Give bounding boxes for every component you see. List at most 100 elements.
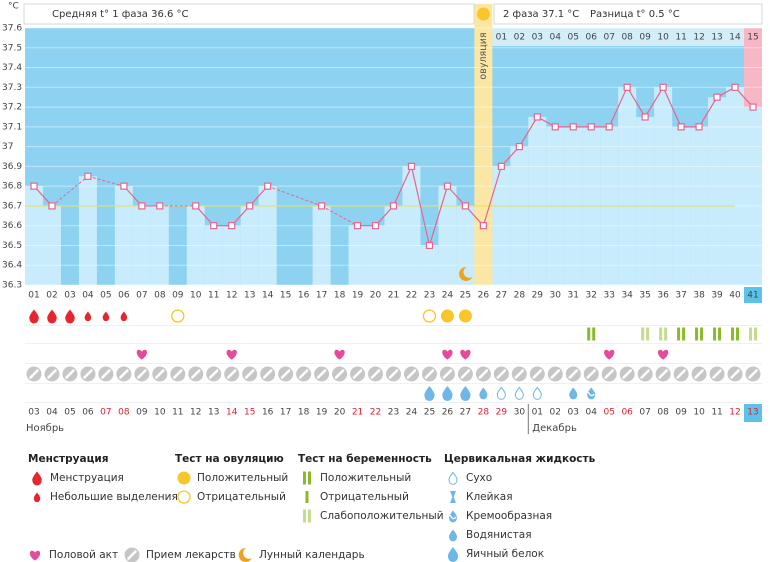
temp-column bbox=[456, 205, 475, 285]
temp-column bbox=[150, 205, 169, 285]
phase2-day: 15 bbox=[747, 33, 758, 43]
temp-marker bbox=[587, 123, 595, 131]
legend-icon bbox=[124, 547, 140, 562]
phase2-day: 09 bbox=[639, 33, 651, 43]
temp-column bbox=[240, 205, 259, 285]
date: 06 bbox=[82, 408, 94, 418]
drop bbox=[448, 471, 458, 485]
legend-icon bbox=[29, 550, 41, 561]
temp-marker bbox=[156, 202, 164, 210]
temp-marker bbox=[749, 103, 757, 111]
medication bbox=[601, 366, 617, 382]
cycle-day: 23 bbox=[424, 291, 435, 301]
creamy-mark bbox=[449, 514, 457, 520]
legend-icon bbox=[448, 510, 458, 523]
pill-line bbox=[47, 369, 57, 379]
medication bbox=[116, 366, 132, 382]
pill-line bbox=[442, 369, 453, 379]
heart bbox=[334, 349, 345, 360]
cycle-day: 01 bbox=[28, 291, 39, 301]
temp-marker bbox=[425, 241, 434, 250]
temp-marker bbox=[623, 83, 631, 91]
y-tick-label: 36.4 bbox=[2, 261, 22, 271]
drop bbox=[442, 386, 453, 402]
medication bbox=[745, 366, 761, 382]
medication bbox=[98, 366, 114, 382]
cycle-day: 18 bbox=[334, 291, 346, 301]
temp-column bbox=[42, 205, 61, 285]
temp-marker bbox=[318, 202, 326, 210]
medication bbox=[727, 366, 743, 382]
medication bbox=[386, 366, 401, 382]
date: 12 bbox=[729, 408, 740, 418]
pill-line bbox=[316, 369, 327, 379]
drop bbox=[84, 311, 92, 322]
temp-marker bbox=[515, 143, 523, 151]
legend-title: Тест на беременность bbox=[298, 453, 432, 465]
phase2-day: 10 bbox=[657, 33, 669, 43]
y-tick-label: 36.3 bbox=[2, 281, 22, 291]
legend-icon bbox=[303, 471, 311, 485]
heart bbox=[460, 349, 471, 360]
medication bbox=[188, 366, 204, 382]
ovulation-icon bbox=[476, 7, 490, 21]
y-tick-label: 37.4 bbox=[2, 63, 22, 73]
cycle-day: 29 bbox=[532, 291, 544, 301]
pill-line bbox=[83, 369, 93, 379]
moon bbox=[459, 266, 473, 281]
legend-item: Слабоположительный bbox=[320, 510, 444, 522]
pregnancy-test bbox=[587, 327, 591, 341]
pregnancy-test bbox=[695, 327, 704, 341]
difference-text: Разница t° 0.5 °C bbox=[590, 9, 680, 20]
medication bbox=[368, 366, 384, 382]
medication bbox=[260, 366, 276, 382]
date: 07 bbox=[100, 408, 111, 418]
y-tick-label: 36.9 bbox=[2, 162, 22, 172]
medication bbox=[457, 366, 473, 382]
date: 01 bbox=[532, 408, 543, 418]
legend-item: Водянистая bbox=[466, 529, 532, 541]
pill-line bbox=[586, 369, 596, 379]
temp-marker bbox=[210, 222, 218, 230]
ovulation-test bbox=[177, 471, 191, 485]
legend-icon bbox=[177, 490, 191, 504]
gap-line bbox=[87, 175, 125, 187]
pill-line bbox=[568, 369, 578, 379]
date: 06 bbox=[621, 408, 633, 418]
pill-line bbox=[119, 369, 129, 379]
pill-line bbox=[137, 369, 147, 379]
legend-item: Сухо bbox=[466, 472, 492, 484]
drop bbox=[32, 471, 42, 486]
moon bbox=[238, 547, 252, 562]
medication bbox=[673, 366, 689, 382]
medication bbox=[134, 366, 150, 382]
ovulation-test bbox=[422, 309, 437, 323]
cycle-day: 06 bbox=[118, 291, 130, 301]
cycle-day: 20 bbox=[370, 291, 382, 301]
creamy-mark bbox=[587, 391, 595, 397]
ovulation-test bbox=[458, 309, 472, 323]
today-day-box bbox=[744, 287, 762, 303]
legend-item: Прием лекарств bbox=[146, 549, 236, 561]
cycle-day: 03 bbox=[64, 291, 75, 301]
pill-line bbox=[65, 369, 75, 379]
pregnancy-test bbox=[677, 327, 681, 341]
temp-column bbox=[204, 225, 223, 285]
today-date-box bbox=[744, 404, 762, 422]
pill-line bbox=[712, 369, 722, 379]
pill-line bbox=[101, 369, 111, 379]
cycle-day: 17 bbox=[316, 291, 327, 301]
date: 22 bbox=[370, 408, 381, 418]
intercourse bbox=[442, 349, 453, 360]
temp-marker bbox=[192, 202, 200, 210]
cycle-day: 15 bbox=[280, 291, 291, 301]
y-tick-label: 36.8 bbox=[2, 182, 22, 192]
temp-column bbox=[438, 186, 457, 285]
date: 05 bbox=[64, 408, 75, 418]
pill-line bbox=[640, 369, 650, 379]
temp-column bbox=[114, 186, 133, 285]
medication bbox=[62, 366, 78, 382]
temp-column bbox=[492, 166, 511, 285]
pregnancy-test bbox=[646, 327, 650, 341]
cycle-day: 08 bbox=[154, 291, 166, 301]
